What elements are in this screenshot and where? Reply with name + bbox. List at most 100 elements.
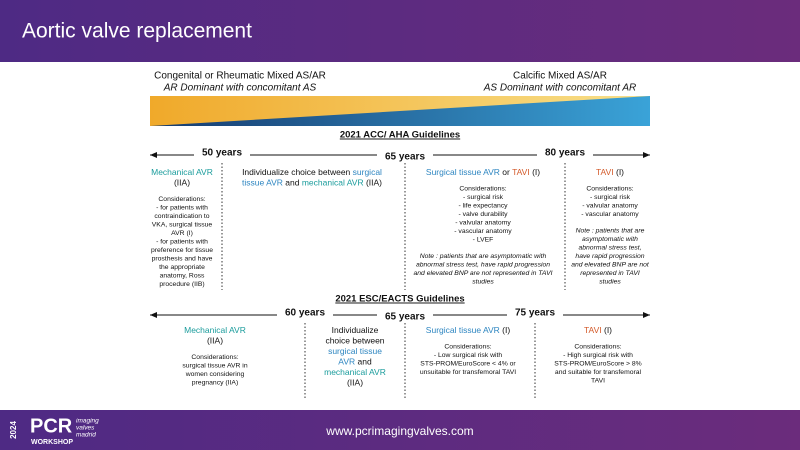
consideration: and suitable for transfemoral [555, 369, 642, 376]
age-label-bg [537, 148, 593, 160]
column-heading: TAVI (I) [584, 325, 612, 335]
column-heading: (IIA) [207, 336, 223, 346]
heading-segment: Mechanical AVR [184, 325, 246, 335]
heading-segment: mechanical AVR [324, 367, 386, 377]
consideration: AVR (I) [171, 230, 193, 237]
consideration: - LVEF [473, 236, 494, 243]
heading-segment: tissue AVR [242, 178, 283, 188]
age-label: 65 years [385, 312, 425, 323]
header-bar [0, 0, 800, 62]
column-heading: Surgical tissue AVR or TAVI (I) [426, 167, 540, 177]
consideration: - surgical risk [590, 194, 631, 201]
consideration: - vascular anatomy [454, 228, 512, 235]
heading-segment: or [500, 167, 512, 177]
consideration: Considerations: [444, 343, 491, 350]
heading-segment: surgical [353, 167, 382, 177]
footer-tagline: madrid [76, 432, 96, 439]
spectrum-left-title: Congenital or Rheumatic Mixed AS/AR [154, 71, 326, 82]
footer-tagline: valves [76, 425, 95, 432]
column-heading: AVR and [338, 357, 372, 367]
heading-segment: (I) [500, 325, 511, 335]
consideration: prosthesis and have [152, 255, 213, 262]
consideration: - for patients with [156, 204, 208, 211]
heading-segment: TAVI [512, 167, 530, 177]
consideration: STS-PROM/EuroScore > 8% [554, 360, 641, 367]
note: studies [472, 278, 494, 285]
footer-bar [0, 410, 800, 450]
heading-segment: Surgical tissue AVR [426, 167, 500, 177]
consideration: - valvular anatomy [582, 202, 638, 209]
column-heading: mechanical AVR [324, 367, 386, 377]
age-label: 65 years [385, 152, 425, 163]
column-heading: Mechanical AVR [151, 167, 213, 177]
consideration: - life expectancy [458, 202, 508, 209]
heading-segment: TAVI [584, 325, 602, 335]
consideration: surgical tissue AVR in [182, 362, 247, 369]
heading-segment: (IIA) [174, 178, 190, 188]
consideration: unsuitable for transfemoral TAVI [420, 369, 516, 376]
consideration: STS-PROM/EuroScore < 4% or [420, 360, 516, 367]
consideration: - valve durability [458, 211, 508, 218]
heading-segment: surgical tissue [328, 346, 382, 356]
consideration: pregnancy (IIA) [192, 379, 238, 386]
esc-title: 2021 ESC/EACTS Guidelines [335, 294, 464, 305]
consideration: the appropriate [159, 264, 205, 271]
heading-segment: (I) [530, 167, 541, 177]
age-label-bg [377, 308, 433, 320]
consideration: procedure (IIB) [159, 281, 204, 288]
note: and elevated BNP are not [571, 261, 650, 268]
note: Note : patients that are [576, 227, 645, 234]
age-label: 80 years [545, 148, 585, 159]
heading-segment: Individualize [332, 325, 379, 335]
consideration: anatomy, Ross [160, 272, 205, 279]
note: have rapid progression [575, 253, 644, 260]
column-heading: (IIA) [347, 378, 363, 388]
consideration: TAVI [591, 377, 605, 384]
consideration: - High surgical risk with [563, 352, 633, 359]
age-label-bg [507, 308, 563, 320]
note: studies [599, 278, 621, 285]
age-label-bg [377, 148, 433, 160]
column-heading: TAVI (I) [596, 167, 624, 177]
heading-segment: (IIA) [364, 178, 383, 188]
footer-tagline: imaging [76, 418, 99, 425]
consideration: - vascular anatomy [581, 211, 639, 218]
heading-segment: Individualize choice between [242, 167, 353, 177]
note: asymptomatic with [582, 236, 638, 243]
spectrum-wedge [150, 96, 650, 126]
column-heading: choice between [325, 336, 384, 346]
column-heading: Individualize choice between surgical [242, 167, 382, 177]
note: abnormal stress test, have rapid progres… [416, 261, 550, 268]
spectrum-right-subtitle: AS Dominant with concomitant AR [483, 83, 636, 94]
note: represented in TAVI [580, 270, 640, 277]
consideration: - surgical risk [463, 194, 504, 201]
heading-segment: mechanical AVR [302, 178, 364, 188]
consideration: Considerations: [586, 185, 633, 192]
consideration: - for patients with [156, 238, 208, 245]
footer-logo: PCR [30, 415, 73, 437]
heading-segment: Mechanical AVR [151, 167, 213, 177]
column-heading: (IIA) [174, 178, 190, 188]
consideration: - Low surgical risk with [434, 352, 503, 359]
note: and elevated BNP are not represented in … [413, 270, 552, 277]
heading-segment: Surgical tissue AVR [426, 325, 500, 335]
consideration: - valvular anatomy [455, 219, 511, 226]
consideration: Considerations: [191, 354, 238, 361]
acc-title: 2021 ACC/ AHA Guidelines [340, 130, 460, 141]
heading-segment: TAVI [596, 167, 614, 177]
age-label: 50 years [202, 148, 242, 159]
consideration: Considerations: [574, 343, 621, 350]
footer-workshop: WORKSHOP [31, 439, 73, 446]
age-label-bg [194, 148, 250, 160]
heading-segment: and [283, 178, 302, 188]
age-label: 60 years [285, 308, 325, 319]
heading-segment: (I) [614, 167, 625, 177]
consideration: preference for tissue [151, 247, 213, 254]
footer-year: 2024 [9, 421, 18, 439]
spectrum-right-title: Calcific Mixed AS/AR [513, 71, 607, 82]
column-heading: surgical tissue [328, 346, 382, 356]
consideration: women considering [185, 371, 245, 378]
column-heading: Mechanical AVR [184, 325, 246, 335]
column-heading: Individualize [332, 325, 379, 335]
